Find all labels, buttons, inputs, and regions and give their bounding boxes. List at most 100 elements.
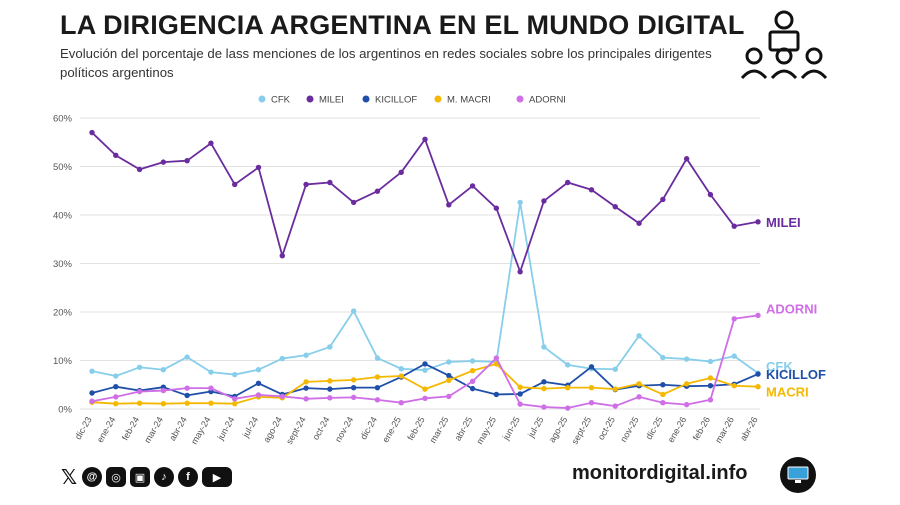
data-point [541,379,547,385]
data-point [565,405,571,411]
data-point [184,354,190,360]
data-point [612,386,618,392]
data-point [660,354,666,361]
tiktok-icon[interactable]: ♪ [154,467,174,487]
data-point [113,394,119,400]
data-point [350,394,357,401]
data-point [374,397,381,403]
data-point [327,378,333,384]
data-point [469,183,476,189]
data-point [612,403,618,409]
data-point [683,401,690,408]
data-point [113,400,119,407]
data-point [588,399,595,406]
x-icon[interactable]: 𝕏 [60,466,78,489]
data-point [422,386,428,392]
data-point [184,400,190,406]
data-point [184,392,190,399]
x-tick-label: nov-25 [618,415,640,444]
data-point [755,219,761,225]
data-point [327,344,333,350]
data-point [422,136,428,143]
data-point [350,384,357,391]
x-tick-label: nov-24 [333,415,355,444]
data-point [731,383,737,389]
y-tick-label: 60% [53,114,73,125]
y-tick-label: 40% [53,211,73,222]
data-point [208,140,214,146]
legend-marker [434,95,442,103]
data-point [279,355,285,362]
data-point [255,164,262,171]
data-point [279,393,285,400]
data-point [398,366,404,372]
series-end-label: MACRI [766,385,809,400]
flickr-icon[interactable]: ▣ [130,467,150,487]
data-point [541,198,547,204]
facebook-icon[interactable]: f [178,467,198,487]
data-point [469,385,476,392]
data-point [89,390,95,396]
data-point [255,367,262,373]
data-point [731,223,737,229]
x-tick-label: mar-26 [713,415,736,445]
x-tick-label: dic-23 [73,415,94,441]
data-point [707,191,714,198]
x-tick-label: jul-24 [240,415,260,440]
data-point [374,384,381,391]
series-line [91,201,759,377]
legend-marker [516,95,524,103]
x-tick-label: ago-25 [547,415,570,444]
data-point [636,381,642,387]
x-tick-label: ene-25 [380,415,403,444]
data-point [279,253,285,259]
data-point [422,361,428,367]
data-point [493,355,500,361]
x-tick-label: dic-25 [644,415,665,441]
data-point [469,378,476,385]
data-point [541,404,547,410]
data-point [160,387,167,394]
data-point [517,401,523,407]
data-point [208,385,214,391]
data-point [255,392,262,398]
data-point [517,269,523,275]
data-point [398,373,404,379]
threads-icon[interactable]: @ [82,467,102,487]
data-point [89,398,95,404]
page-title: LA DIRIGENCIA ARGENTINA EN EL MUNDO DIGI… [60,10,745,40]
data-point [446,377,452,384]
x-tick-label: mar-25 [428,415,451,445]
data-point [113,383,119,390]
social-icons: 𝕏 @ ◎ ▣ ♪ f ▶ [60,466,232,489]
youtube-icon[interactable]: ▶ [202,467,232,487]
site-url[interactable]: monitordigital.info [572,462,748,484]
x-tick-label: jun-24 [215,415,237,443]
x-tick-label: abr-24 [167,415,189,443]
data-point [755,312,761,319]
data-point [469,367,476,374]
data-point [517,384,523,390]
data-point [446,202,452,208]
data-point [683,356,690,362]
data-point [208,369,214,375]
data-point [565,362,571,368]
data-point [755,371,761,377]
data-point [422,367,428,373]
x-tick-label: sept-24 [284,415,308,445]
data-point [517,199,523,206]
data-point [707,397,714,403]
data-point [731,316,737,322]
series-line [91,131,759,273]
data-point [303,385,309,391]
data-point [707,375,714,381]
data-point [636,394,642,400]
instagram-icon[interactable]: ◎ [106,467,126,487]
legend-marker [306,95,314,103]
data-point [493,391,500,398]
data-point [588,187,595,193]
data-point [136,400,143,406]
data-point [707,383,714,389]
data-point [350,377,357,383]
data-point [350,199,357,206]
